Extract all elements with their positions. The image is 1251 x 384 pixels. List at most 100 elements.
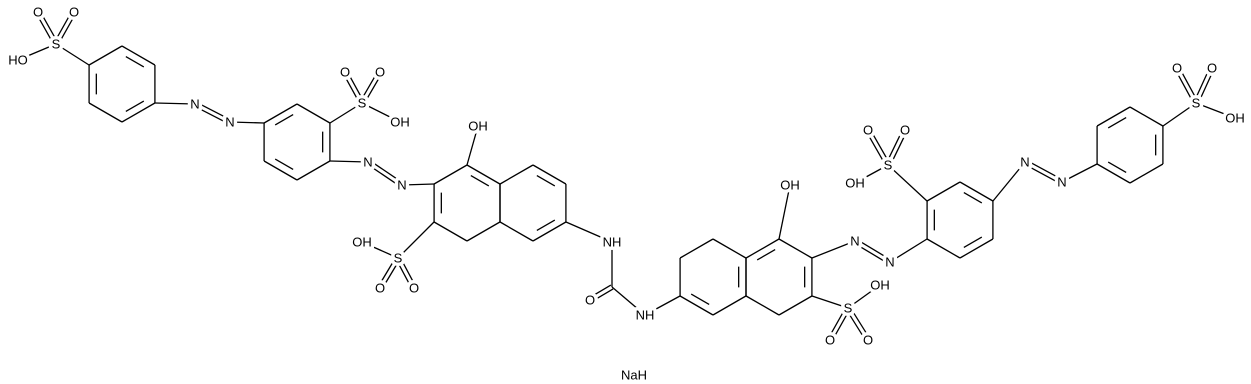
- atom-label: OH: [780, 178, 800, 193]
- bond: [712, 295, 747, 316]
- bond: [611, 286, 646, 316]
- bond: [588, 284, 612, 299]
- bond: [368, 159, 404, 184]
- bond: [1162, 102, 1197, 127]
- bond: [499, 221, 534, 242]
- bond: [855, 238, 892, 261]
- bond: [959, 238, 994, 259]
- bond: [329, 160, 369, 163]
- bond: [125, 56, 145, 68]
- atom-label: OH: [468, 119, 488, 134]
- bond: [399, 256, 417, 288]
- bond: [845, 308, 867, 342]
- atom-label: O: [1207, 61, 1217, 76]
- bond: [1107, 161, 1127, 173]
- bond: [565, 221, 613, 243]
- bond: [885, 128, 904, 165]
- atom-label: O: [33, 5, 43, 20]
- atom-label: N: [850, 234, 859, 249]
- bond: [363, 72, 383, 105]
- bond: [395, 258, 413, 290]
- bond: [1197, 68, 1215, 105]
- bond: [849, 306, 871, 340]
- bond: [889, 130, 908, 167]
- bond: [88, 102, 123, 123]
- bond: [811, 240, 856, 259]
- bond: [329, 102, 363, 124]
- bond: [869, 128, 891, 165]
- bond: [466, 221, 501, 242]
- bond: [381, 258, 401, 290]
- bond: [263, 103, 298, 124]
- bond: [366, 163, 402, 188]
- atom-label: HO: [8, 53, 28, 68]
- bond: [346, 70, 365, 103]
- bond: [778, 184, 791, 240]
- atom-label: O: [900, 123, 910, 138]
- bond: [470, 175, 490, 187]
- bond: [401, 183, 435, 186]
- atom-label: S: [358, 96, 367, 111]
- bond: [959, 181, 994, 202]
- atom-label: OH: [1225, 111, 1245, 126]
- bond: [745, 238, 780, 259]
- atom-label: S: [394, 251, 403, 266]
- atom-label: N: [1020, 155, 1029, 170]
- bond: [499, 164, 534, 185]
- bond: [1193, 66, 1211, 103]
- bond: [193, 105, 230, 125]
- bond: [811, 295, 849, 309]
- bond: [1129, 106, 1164, 127]
- bond: [847, 284, 881, 309]
- bond: [745, 295, 780, 316]
- bond: [889, 238, 928, 263]
- bond: [17, 43, 57, 61]
- bond: [536, 219, 556, 231]
- bond: [827, 306, 847, 340]
- bond: [53, 10, 73, 44]
- atom-label: S: [1192, 96, 1201, 111]
- bond: [57, 12, 77, 46]
- bond: [679, 295, 714, 316]
- bond: [1061, 163, 1098, 183]
- bond: [926, 181, 961, 202]
- bond: [778, 295, 813, 316]
- bond: [229, 121, 265, 124]
- bond: [1195, 102, 1236, 119]
- atom-label: O: [863, 123, 873, 138]
- bond: [296, 103, 331, 124]
- bond: [154, 102, 196, 105]
- atom-label: NH: [603, 235, 622, 250]
- atom-label: N: [885, 255, 894, 270]
- bond: [263, 160, 298, 181]
- bond: [536, 175, 556, 187]
- bond: [679, 238, 714, 259]
- atom-label: S: [844, 301, 853, 316]
- bond: [55, 43, 90, 66]
- bond: [377, 256, 397, 288]
- bond: [466, 164, 501, 185]
- atom-label: OH: [845, 176, 865, 191]
- bond: [121, 45, 156, 66]
- bond: [125, 100, 145, 112]
- bond: [296, 160, 331, 181]
- bond: [1174, 68, 1195, 105]
- bond: [466, 125, 479, 166]
- atom-label: O: [409, 281, 419, 296]
- bond: [532, 164, 567, 185]
- bond: [854, 164, 889, 184]
- atom-label: N: [1057, 175, 1066, 190]
- atom-label: O: [1172, 61, 1182, 76]
- bond: [926, 238, 961, 259]
- bond: [1178, 66, 1199, 103]
- bond: [1096, 106, 1131, 127]
- bond: [644, 295, 681, 316]
- bond: [1096, 163, 1131, 184]
- bond: [992, 161, 1026, 202]
- bond: [274, 114, 294, 126]
- atom-label: S: [52, 37, 61, 52]
- bond: [712, 238, 747, 259]
- bond: [1129, 163, 1164, 184]
